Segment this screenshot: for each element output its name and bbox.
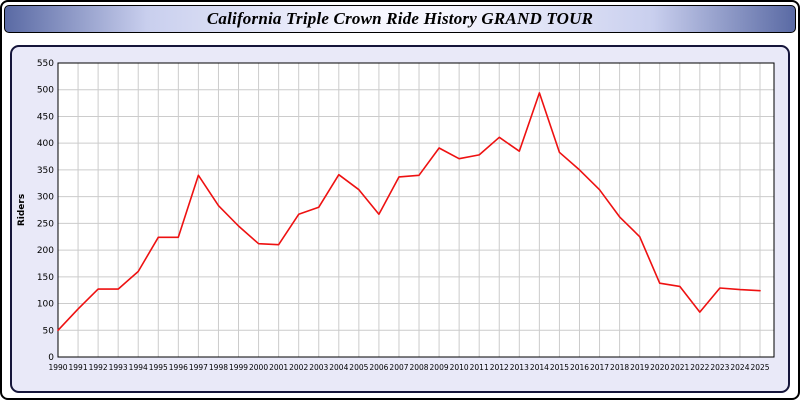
svg-text:0: 0 [48, 353, 54, 363]
svg-text:2024: 2024 [730, 363, 749, 372]
x-axis-tick-labels: 1990 1991 1992 1993 1994 1995 1996 1997 1998 1999… [48, 363, 769, 372]
svg-text:1993: 1993 [109, 363, 128, 372]
svg-text:2013: 2013 [510, 363, 529, 372]
svg-text:2014: 2014 [530, 363, 549, 372]
svg-text:2005: 2005 [349, 363, 368, 372]
svg-text:2007: 2007 [389, 363, 408, 372]
svg-text:2004: 2004 [329, 363, 348, 372]
svg-text:1990: 1990 [48, 363, 67, 372]
svg-text:200: 200 [37, 246, 54, 256]
svg-text:1995: 1995 [149, 363, 168, 372]
plot-area [58, 63, 774, 357]
svg-text:1997: 1997 [189, 363, 208, 372]
chart-panel: 0 50 100 150 200 250 300 350 400 450 500 550 1990 199… [10, 45, 790, 393]
svg-text:2018: 2018 [610, 363, 629, 372]
riders-series-line [57, 92, 761, 332]
svg-text:2000: 2000 [249, 363, 268, 372]
svg-text:2015: 2015 [550, 363, 569, 372]
svg-text:100: 100 [37, 300, 54, 310]
svg-text:1992: 1992 [89, 363, 108, 372]
svg-text:2002: 2002 [289, 363, 308, 372]
svg-text:2023: 2023 [710, 363, 729, 372]
svg-text:1999: 1999 [229, 363, 248, 372]
svg-text:2011: 2011 [470, 363, 489, 372]
svg-text:2001: 2001 [269, 363, 288, 372]
svg-text:50: 50 [43, 326, 55, 336]
svg-text:2008: 2008 [409, 363, 428, 372]
svg-text:450: 450 [37, 112, 54, 122]
svg-text:2021: 2021 [670, 363, 689, 372]
svg-text:2012: 2012 [490, 363, 509, 372]
svg-text:2025: 2025 [750, 363, 769, 372]
plot-border [57, 62, 775, 358]
chart-title-bar: California Triple Crown Ride History GRA… [4, 5, 796, 33]
svg-text:350: 350 [37, 166, 54, 176]
svg-text:1994: 1994 [129, 363, 148, 372]
svg-text:2006: 2006 [369, 363, 388, 372]
svg-text:2022: 2022 [690, 363, 709, 372]
y-axis-tick-labels: 0 50 100 150 200 250 300 350 400 450 500 550 [37, 59, 54, 363]
svg-text:400: 400 [37, 139, 54, 149]
svg-text:1991: 1991 [69, 363, 88, 372]
svg-text:2010: 2010 [450, 363, 469, 372]
svg-text:1996: 1996 [169, 363, 188, 372]
svg-text:250: 250 [37, 219, 54, 229]
svg-text:2003: 2003 [309, 363, 328, 372]
svg-text:550: 550 [37, 59, 54, 69]
svg-text:2009: 2009 [430, 363, 449, 372]
svg-text:2020: 2020 [650, 363, 669, 372]
svg-text:1998: 1998 [209, 363, 228, 372]
svg-text:500: 500 [37, 86, 54, 96]
page-title: California Triple Crown Ride History GRA… [206, 9, 594, 28]
svg-text:2017: 2017 [590, 363, 609, 372]
y-axis-label: Riders [17, 194, 27, 226]
svg-text:2019: 2019 [630, 363, 649, 372]
svg-text:2016: 2016 [570, 363, 589, 372]
svg-text:300: 300 [37, 193, 54, 203]
svg-text:150: 150 [37, 273, 54, 283]
